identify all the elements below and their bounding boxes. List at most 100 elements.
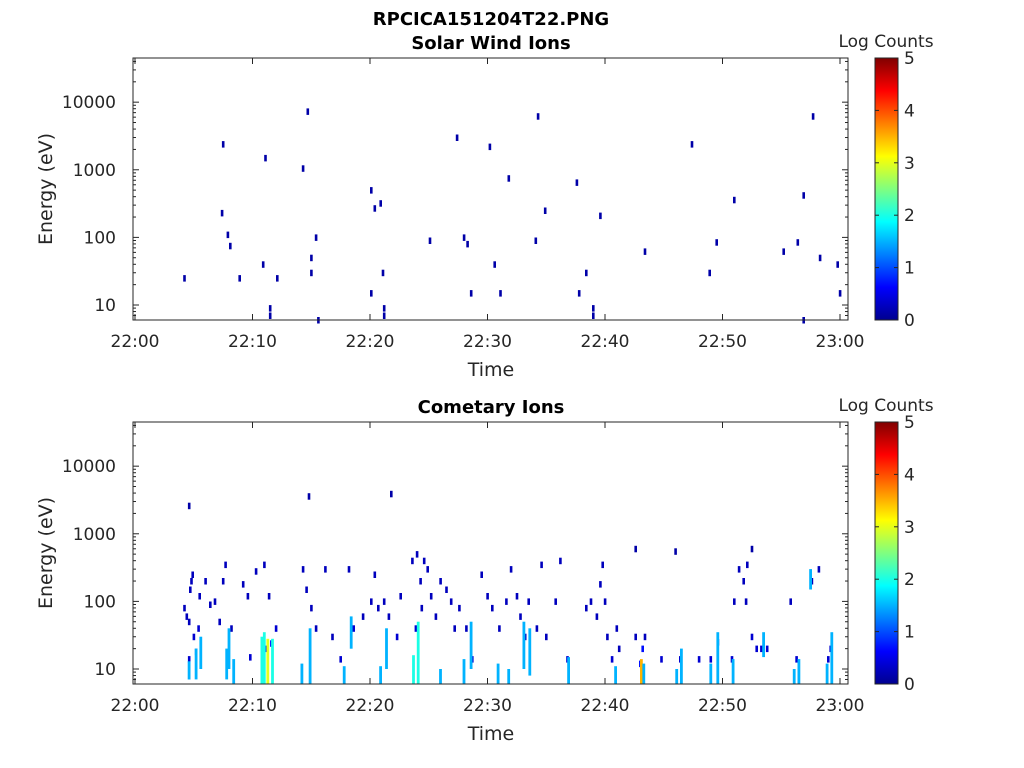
data-cell [634, 545, 637, 553]
figure-title: RPCICA151204T22.PNG [373, 9, 609, 30]
y-tick-label: 100 [84, 228, 116, 248]
data-cell [434, 613, 438, 620]
plot-cells-solar-wind [183, 108, 842, 324]
data-cell [750, 545, 754, 553]
data-cell [379, 200, 382, 207]
colorbar-label-solar-wind: Log Counts [838, 32, 933, 52]
x-tick-label: 22:00 [111, 332, 160, 352]
ylabel-cometary: Energy (eV) [35, 497, 57, 609]
data-cell [185, 613, 189, 620]
xlabel-solar-wind: Time [467, 359, 515, 381]
data-cell [429, 593, 433, 600]
data-cell [254, 568, 258, 575]
data-cell [246, 593, 250, 600]
data-streak [412, 655, 415, 684]
data-streak [439, 669, 442, 684]
data-cell [352, 625, 355, 632]
data-cell [276, 275, 279, 282]
data-cell [575, 179, 579, 186]
data-cell [811, 113, 815, 120]
x-tick-label: 22:30 [463, 332, 512, 352]
data-cell [617, 645, 621, 653]
y-tick-label: 10 [94, 296, 116, 316]
data-cell [641, 645, 644, 653]
data-cell [589, 598, 593, 605]
x-tick-label: 22:40 [581, 332, 630, 352]
data-cell [314, 625, 318, 632]
data-cell [339, 656, 342, 663]
data-cell [818, 254, 822, 262]
data-cell [554, 598, 557, 605]
x-tick-label: 22:20 [346, 332, 395, 352]
ylabel-solar-wind: Energy (eV) [35, 133, 57, 245]
data-cell [305, 586, 308, 593]
data-cell [249, 654, 252, 661]
x-tick-label: 23:00 [816, 332, 865, 352]
data-cell [382, 312, 386, 319]
data-cell [373, 571, 377, 578]
data-cell [782, 248, 785, 255]
data-streak [675, 669, 679, 684]
data-streak [199, 636, 203, 669]
data-cell [301, 566, 305, 573]
data-cell [577, 290, 581, 297]
xlabel-cometary: Time [467, 723, 515, 745]
data-cell [381, 269, 385, 277]
data-streak [187, 661, 191, 680]
data-cell [599, 212, 602, 220]
x-tick-label: 22:10 [228, 696, 277, 716]
data-cell [387, 613, 391, 620]
data-streak [830, 632, 834, 684]
data-cell [462, 234, 466, 241]
data-cell [221, 578, 225, 585]
data-cell [261, 261, 265, 268]
data-streak [266, 638, 270, 684]
data-cell [183, 604, 186, 612]
data-cell [268, 305, 272, 312]
data-cell [301, 165, 305, 172]
data-cell [187, 656, 191, 663]
x-tick-label: 22:00 [111, 696, 160, 716]
data-cell [411, 557, 414, 565]
data-streak [709, 663, 713, 684]
data-cell [428, 237, 432, 244]
data-streak [809, 569, 812, 590]
data-cell [310, 604, 313, 612]
data-cell [755, 645, 758, 653]
plot-cells-cometary [183, 490, 834, 684]
data-cell [486, 593, 489, 600]
data-cell [190, 578, 193, 585]
data-cell [221, 141, 225, 148]
data-cell [585, 604, 588, 612]
data-cell [449, 598, 453, 605]
data-cell [543, 207, 547, 214]
data-streak [642, 663, 646, 684]
data-cell [220, 209, 224, 217]
data-cell [426, 566, 429, 573]
x-tick-label: 23:00 [816, 696, 865, 716]
data-streak [342, 666, 346, 684]
panel-title-solar-wind: Solar Wind Ions [411, 33, 570, 54]
data-cell [192, 633, 196, 641]
data-cell [264, 154, 267, 162]
panel-cometary-ions: Cometary Ions 22:00 22:10 22:20 22:30 22:40 2… [35, 396, 934, 745]
colorbar-tick-label: 4 [904, 101, 915, 121]
data-cell [382, 598, 386, 605]
data-streak [640, 659, 643, 684]
colorbar-tick-label: 5 [904, 49, 915, 69]
data-cell [796, 239, 800, 246]
axes-cometary: 22:00 22:10 22:20 22:30 22:40 22:50 23:00 10 100… [62, 422, 865, 716]
data-cell [390, 490, 393, 498]
data-streak [716, 632, 720, 684]
axes-solar-wind: 22:00 22:10 22:20 22:30 22:40 22:50 23:00 10 100… [62, 58, 865, 352]
colorbar-ticks-solar-wind: 0 1 2 3 4 5 [875, 49, 915, 331]
data-cell [795, 656, 798, 663]
data-streak [262, 632, 266, 684]
data-cell [545, 633, 548, 641]
data-streak [792, 669, 796, 684]
y-tick-label: 10000 [62, 457, 116, 477]
data-cell [750, 633, 754, 641]
data-streak [825, 663, 829, 684]
data-streak [308, 628, 312, 684]
